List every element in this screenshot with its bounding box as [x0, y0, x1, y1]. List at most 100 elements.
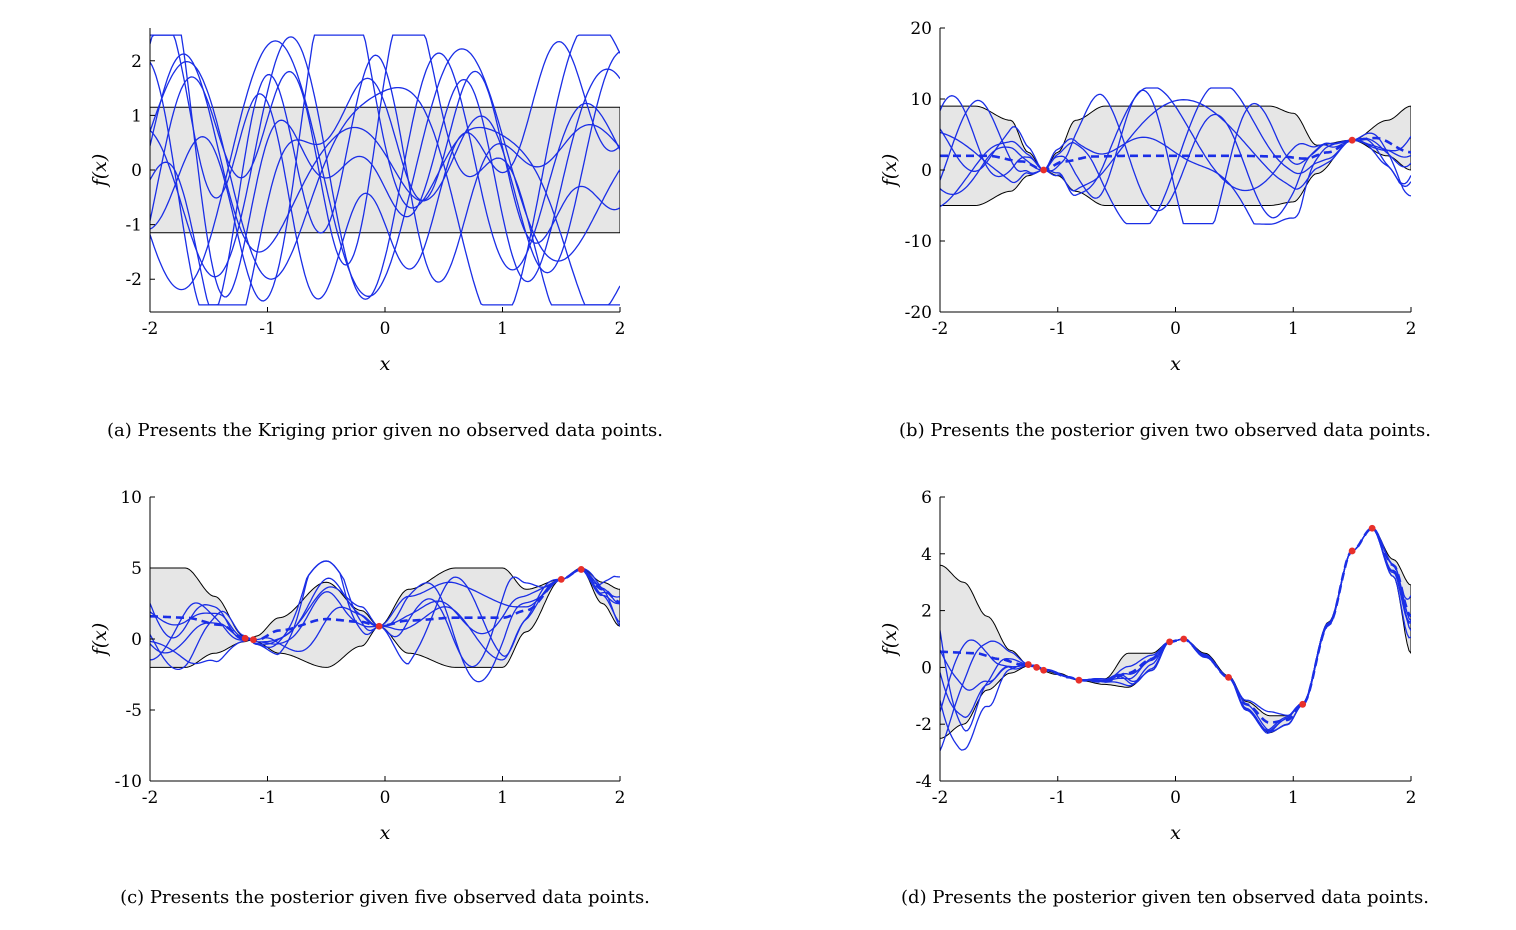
- y-axis-label: f(x): [879, 154, 901, 189]
- caption-a: (a) Presents the Kriging prior given no …: [106, 420, 664, 441]
- observed-point: [375, 622, 383, 630]
- x-tick-label: 0: [1170, 788, 1181, 808]
- sample-path: [940, 93, 1411, 219]
- plot-area: [150, 560, 620, 683]
- x-axis-label: x: [1170, 353, 1181, 375]
- y-tick-label: 0: [131, 161, 142, 181]
- y-tick-label: 2: [921, 602, 932, 622]
- observed-point: [1040, 166, 1048, 174]
- y-tick-label: 0: [921, 658, 932, 678]
- y-tick-label: -10: [115, 772, 142, 792]
- sample-path: [150, 34, 620, 306]
- x-tick-label: 2: [1406, 788, 1417, 808]
- observed-point: [1033, 664, 1040, 671]
- x-tick-label: -2: [932, 319, 949, 339]
- observed-point: [1348, 136, 1356, 144]
- sample-path: [940, 87, 1411, 196]
- sample-paths: [940, 87, 1411, 225]
- sample-path: [150, 34, 620, 306]
- x-tick-label: 0: [1170, 319, 1181, 339]
- sample-path: [150, 70, 620, 306]
- sample-path: [940, 126, 1411, 225]
- observed-point: [1348, 547, 1356, 555]
- x-tick-label: -2: [142, 319, 159, 339]
- y-tick-label: -2: [125, 270, 142, 290]
- sample-path: [150, 51, 620, 274]
- x-tick-label: -1: [259, 788, 276, 808]
- observed-point: [1180, 635, 1188, 643]
- mean-line: [150, 568, 620, 642]
- plot-area: [940, 87, 1411, 225]
- sample-path: [940, 527, 1411, 734]
- sample-path: [150, 34, 620, 300]
- x-tick-label: -1: [1049, 788, 1066, 808]
- x-tick-label: 1: [497, 788, 508, 808]
- y-tick-label: 4: [921, 545, 932, 565]
- caption-b: (b) Presents the posterior given two obs…: [899, 420, 1431, 441]
- mean-line: [940, 526, 1411, 725]
- y-tick-label: -2: [915, 715, 932, 735]
- x-tick-label: 2: [1406, 319, 1417, 339]
- y-tick-label: 2: [131, 52, 142, 72]
- sample-path: [940, 87, 1411, 225]
- y-tick-label: 10: [910, 90, 932, 110]
- y-axis-label: f(x): [89, 154, 111, 189]
- y-tick-label: 10: [120, 488, 142, 508]
- x-tick-label: -1: [1049, 319, 1066, 339]
- x-tick-label: 1: [1288, 319, 1299, 339]
- observed-point: [1024, 661, 1032, 668]
- x-tick-label: 1: [497, 319, 508, 339]
- confidence-band: [940, 527, 1411, 739]
- sample-path: [150, 36, 620, 300]
- y-tick-label: 0: [921, 161, 932, 181]
- y-tick-label: -1: [125, 216, 142, 236]
- observed-point: [250, 636, 257, 644]
- sample-path: [940, 527, 1411, 732]
- sample-path: [150, 560, 620, 665]
- x-tick-label: 1: [1288, 788, 1299, 808]
- y-axis-label: f(x): [89, 623, 111, 658]
- plot-area: [150, 34, 620, 306]
- x-tick-label: 0: [380, 788, 391, 808]
- sample-path: [940, 527, 1411, 751]
- observed-point: [577, 566, 585, 573]
- x-tick-label: -2: [932, 788, 949, 808]
- panel-a: -2 -1 0 1 2 2 1 0 -1 -2 x f(x): [89, 28, 625, 375]
- x-axis-label: x: [380, 353, 391, 375]
- confidence-band: [150, 567, 620, 668]
- observed-point: [241, 634, 249, 642]
- y-tick-label: 1: [131, 106, 142, 126]
- y-tick-label: -4: [915, 772, 932, 792]
- sample-paths: [150, 34, 620, 306]
- sample-path: [150, 34, 620, 298]
- x-tick-label: 2: [615, 788, 626, 808]
- y-tick-label: -5: [125, 701, 142, 721]
- caption-c: (c) Presents the posterior given five ob…: [120, 887, 650, 908]
- sample-path: [940, 527, 1411, 732]
- observed-point: [1368, 524, 1376, 532]
- sample-path: [150, 34, 620, 306]
- x-axis-label: x: [1170, 822, 1181, 844]
- y-tick-label: -10: [905, 232, 932, 252]
- y-tick-label: -20: [905, 303, 932, 323]
- observed-point: [1040, 666, 1048, 674]
- observed-point: [1225, 673, 1232, 681]
- x-tick-label: -1: [259, 319, 276, 339]
- x-axis-label: x: [380, 822, 391, 844]
- y-axis-label: f(x): [879, 623, 901, 658]
- confidence-band: [150, 106, 620, 234]
- x-tick-label: 0: [380, 319, 391, 339]
- y-tick-label: 0: [131, 630, 142, 650]
- observed-point: [557, 575, 565, 583]
- mean-line: [940, 136, 1411, 172]
- plot-area: [940, 526, 1411, 751]
- y-tick-label: 20: [910, 19, 932, 39]
- x-tick-label: 2: [615, 319, 626, 339]
- observed-point: [1299, 700, 1307, 708]
- sample-path: [940, 527, 1411, 732]
- observed-point: [1075, 676, 1083, 684]
